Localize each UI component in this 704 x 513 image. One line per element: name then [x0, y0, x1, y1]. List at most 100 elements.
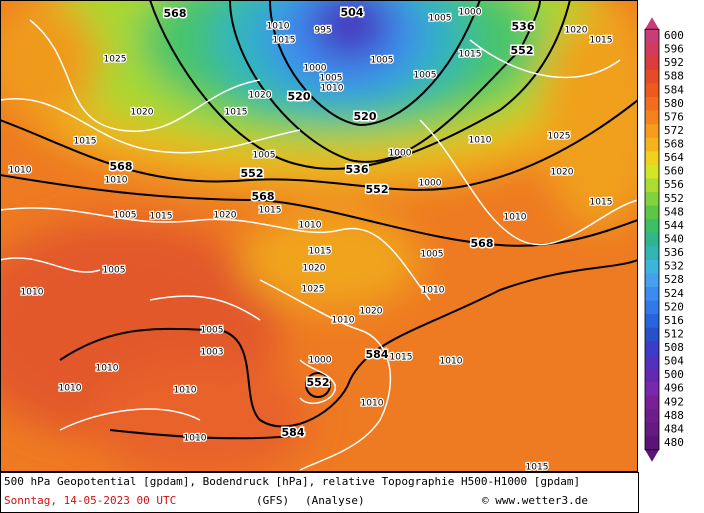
colorbar-label: 584 — [664, 83, 684, 96]
pressure-label: 1015 — [590, 198, 613, 208]
geopotential-label: 568 — [164, 7, 187, 20]
colorbar-label: 480 — [664, 436, 684, 449]
colorbar-label: 536 — [664, 246, 684, 259]
geopotential-label: 552 — [366, 183, 389, 196]
pressure-label: 1010 — [267, 22, 290, 32]
pressure-label: 1010 — [321, 84, 344, 94]
map-frame — [0, 0, 638, 472]
geopotential-label: 568 — [252, 190, 275, 203]
geopotential-label: 568 — [110, 160, 133, 173]
footer-date: Sonntag, 14-05-2023 00 UTC — [4, 494, 176, 507]
pressure-label: 1005 — [414, 71, 437, 81]
colorbar-label: 552 — [664, 192, 684, 205]
colorbar-label: 492 — [664, 395, 684, 408]
colorbar-swatch — [645, 178, 659, 193]
pressure-label: 1020 — [565, 26, 588, 36]
pressure-label: 1010 — [9, 166, 32, 176]
pressure-label: 1005 — [253, 151, 276, 161]
colorbar-swatch — [645, 69, 659, 84]
colorbar-label: 508 — [664, 341, 684, 354]
colorbar-swatch — [645, 436, 659, 451]
colorbar-swatch — [645, 192, 659, 207]
colorbar-swatch — [645, 246, 659, 261]
colorbar-swatch — [645, 422, 659, 437]
pressure-label: 1020 — [214, 211, 237, 221]
pressure-isobars — [0, 19, 638, 471]
pressure-label: 1000 — [389, 149, 412, 159]
colorbar-label: 488 — [664, 409, 684, 422]
footer-model: (GFS) — [256, 494, 289, 507]
pressure-label: 1020 — [303, 264, 326, 274]
geopotential-label: 568 — [471, 237, 494, 250]
colorbar-swatch — [645, 300, 659, 315]
colorbar-label: 528 — [664, 273, 684, 286]
geopotential-label: 584 — [366, 348, 389, 361]
pressure-label: 1010 — [184, 434, 207, 444]
pressure-label: 1015 — [590, 36, 613, 46]
pressure-label: 1000 — [309, 356, 332, 366]
pressure-label: 1005 — [371, 56, 394, 66]
footer-credit: © www.wetter3.de — [482, 494, 588, 507]
colorbar-label: 568 — [664, 138, 684, 151]
pressure-label: 1010 — [332, 316, 355, 326]
pressure-label: 1003 — [201, 348, 224, 358]
colorbar-swatch — [645, 409, 659, 424]
pressure-label: 1010 — [59, 384, 82, 394]
geopotential-label: 536 — [346, 163, 369, 176]
colorbar-swatch — [645, 341, 659, 356]
colorbar-swatch — [645, 97, 659, 112]
colorbar-label: 580 — [664, 97, 684, 110]
colorbar-swatch — [645, 137, 659, 152]
pressure-label: 1005 — [320, 74, 343, 84]
pressure-label: 1025 — [548, 132, 571, 142]
pressure-label: 1005 — [421, 250, 444, 260]
geopotential-label: 552 — [241, 167, 264, 180]
colorbar-label: 484 — [664, 422, 684, 435]
pressure-label: 1020 — [249, 91, 272, 101]
pressure-label: 1010 — [422, 286, 445, 296]
colorbar-label: 496 — [664, 382, 684, 395]
colorbar-label: 592 — [664, 56, 684, 69]
colorbar-label: 564 — [664, 151, 684, 164]
pressure-label: 1000 — [419, 179, 442, 189]
geopotential-label: 520 — [288, 90, 311, 103]
colorbar-label: 588 — [664, 70, 684, 83]
pressure-label: 1010 — [469, 136, 492, 146]
colorbar-frame — [644, 28, 660, 451]
colorbar-swatch — [645, 29, 659, 44]
pressure-label: 1000 — [304, 64, 327, 74]
colorbar-label: 516 — [664, 314, 684, 327]
colorbar-swatch — [645, 124, 659, 139]
colorbar-label: 556 — [664, 178, 684, 191]
colorbar-swatch — [645, 164, 659, 179]
colorbar-swatch — [645, 395, 659, 410]
footer-description: 500 hPa Geopotential [gpdam], Bodendruck… — [4, 475, 580, 488]
colorbar-label: 540 — [664, 233, 684, 246]
colorbar-swatch — [645, 381, 659, 397]
pressure-label: 1015 — [273, 36, 296, 46]
colorbar-label: 500 — [664, 368, 684, 381]
pressure-label: 995 — [314, 26, 331, 36]
colorbar-label: 544 — [664, 219, 684, 232]
map-area: 9951000100510051005100010101010101510201… — [0, 0, 638, 472]
pressure-label: 1015 — [390, 353, 413, 363]
pressure-label: 1015 — [459, 50, 482, 60]
pressure-label: 1025 — [302, 285, 325, 295]
colorbar-swatch — [645, 42, 659, 57]
geopotential-label: 552 — [307, 376, 330, 389]
colorbar-label: 560 — [664, 165, 684, 178]
colorbar-swatch — [645, 56, 659, 71]
colorbar-label: 548 — [664, 205, 684, 218]
colorbar-swatch — [645, 327, 659, 342]
geopotential-label: 520 — [354, 110, 377, 123]
pressure-label: 1020 — [131, 108, 154, 118]
colorbar-swatch — [645, 83, 659, 98]
colorbar-swatch — [645, 232, 659, 247]
colorbar-swatch — [645, 259, 659, 274]
colorbar-swatch — [645, 273, 659, 288]
pressure-label: 1010 — [21, 288, 44, 298]
colorbar-label: 504 — [664, 355, 684, 368]
colorbar-label: 532 — [664, 260, 684, 273]
